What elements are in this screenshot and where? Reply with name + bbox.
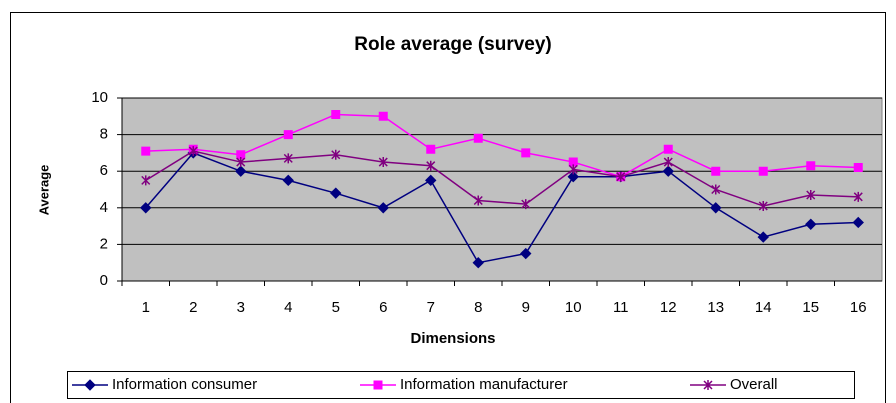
x-tick-label: 14 xyxy=(755,299,772,316)
marker xyxy=(235,165,247,177)
series-line xyxy=(145,150,859,207)
marker xyxy=(472,256,484,269)
x-tick-label: 2 xyxy=(189,299,197,316)
x-tick-label: 5 xyxy=(332,299,340,316)
marker xyxy=(373,380,383,390)
y-axis-label: Average xyxy=(36,165,51,216)
marker xyxy=(140,202,152,214)
marker xyxy=(521,148,531,158)
marker xyxy=(283,153,293,164)
marker xyxy=(853,191,863,202)
x-tick-label: 3 xyxy=(237,299,245,316)
x-tick-label: 8 xyxy=(474,299,482,316)
x-tick-label: 7 xyxy=(427,299,435,316)
x-tick-label: 16 xyxy=(850,299,867,316)
marker xyxy=(236,157,246,168)
marker xyxy=(711,166,721,176)
marker xyxy=(711,184,721,195)
marker xyxy=(710,202,722,214)
x-tick-label: 6 xyxy=(379,299,387,316)
marker xyxy=(84,379,96,391)
y-tick-label: 4 xyxy=(100,199,108,216)
x-tick-label: 13 xyxy=(707,299,724,316)
marker xyxy=(426,144,436,154)
marker xyxy=(378,157,388,168)
marker xyxy=(758,200,768,211)
marker xyxy=(567,170,579,183)
series-line xyxy=(145,113,859,178)
x-tick-label: 10 xyxy=(565,299,582,316)
marker xyxy=(806,161,816,171)
x-axis-label: Dimensions xyxy=(410,330,495,347)
marker xyxy=(521,199,531,210)
marker xyxy=(141,146,151,156)
y-tick-label: 2 xyxy=(100,235,108,252)
marker xyxy=(663,157,673,168)
marker xyxy=(853,163,863,173)
marker xyxy=(757,231,769,243)
marker xyxy=(805,218,817,230)
legend-label: Information manufacturer xyxy=(400,376,568,393)
x-tick-label: 9 xyxy=(522,299,530,316)
marker xyxy=(662,165,674,177)
y-tick-label: 8 xyxy=(100,126,108,143)
legend-label: Overall xyxy=(730,376,778,393)
marker xyxy=(425,174,437,187)
marker xyxy=(520,247,532,260)
marker xyxy=(758,166,768,176)
series-line xyxy=(145,152,859,264)
y-tick-label: 6 xyxy=(100,162,108,179)
marker xyxy=(852,216,864,229)
marker xyxy=(331,109,341,119)
marker xyxy=(568,164,578,175)
marker xyxy=(141,175,151,186)
marker xyxy=(473,133,483,143)
marker xyxy=(616,171,626,182)
y-tick-label: 10 xyxy=(91,89,108,106)
chart-title: Role average (survey) xyxy=(354,34,552,55)
y-tick-label: 0 xyxy=(100,272,108,289)
marker xyxy=(378,111,388,121)
marker xyxy=(282,174,294,187)
x-tick-label: 1 xyxy=(142,299,150,316)
marker xyxy=(331,149,341,160)
marker xyxy=(473,195,483,206)
marker xyxy=(377,202,389,214)
marker xyxy=(806,189,816,200)
marker xyxy=(283,130,293,140)
x-tick-label: 4 xyxy=(284,299,292,316)
plot-area xyxy=(121,97,883,282)
x-tick-label: 11 xyxy=(613,299,629,316)
marker xyxy=(703,380,713,390)
legend-label: Information consumer xyxy=(112,376,257,393)
marker xyxy=(663,144,673,154)
x-tick-label: 12 xyxy=(660,299,677,316)
marker xyxy=(330,187,342,199)
marker xyxy=(426,160,436,171)
x-tick-label: 15 xyxy=(802,299,819,316)
marker xyxy=(188,146,198,157)
